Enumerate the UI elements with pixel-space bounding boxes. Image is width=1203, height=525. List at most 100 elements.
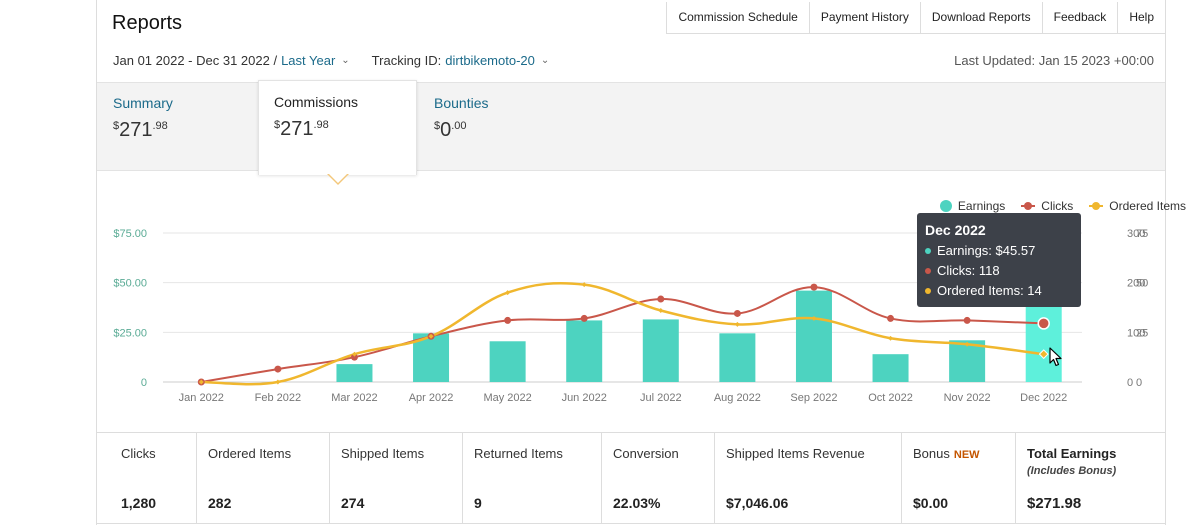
x-tick-label: Apr 2022 [409,392,454,404]
filter-row: Jan 01 2022 - Dec 31 2022 / Last Year ⌄ … [113,53,549,68]
chart-legend: Earnings Clicks Ordered Items [924,199,1186,213]
amount-cents: .98 [152,120,168,132]
earnings-bar [949,340,986,382]
tab-summary-label: Summary [113,95,173,111]
stat-shipped-revenue: Shipped Items Revenue $7,046.06 [714,433,901,523]
tooltip-earnings: Earnings: $45.57 [925,241,1073,261]
clicks-dot [925,268,931,274]
tooltip-title: Dec 2022 [925,222,986,238]
tooltip-clicks: Clicks: 118 [925,261,1073,281]
stat-value: 22.03% [613,495,661,511]
legend-clicks[interactable]: Clicks [1021,199,1073,213]
stat-ordered-items: Ordered Items 282 [196,433,329,523]
legend-earnings-label: Earnings [957,199,1006,213]
amount-whole: 271 [119,119,153,141]
clicks-point [657,295,665,303]
ordered-items-point [734,321,740,327]
stat-conversion: Conversion 22.03% [601,433,714,523]
tooltip-ordered-text: Ordered Items: 14 [937,283,1042,298]
amount-cents: .00 [451,120,467,132]
active-tab-caret [327,173,349,185]
last-updated: Last Updated: Jan 15 2023 +00:00 [954,53,1154,68]
tab-summary[interactable]: Summary $ 271 .98 [113,95,173,142]
ordered-items-point [658,308,664,313]
stat-value: 1,280 [121,495,157,511]
ordered-items-line [201,281,1044,386]
x-tick-label: Feb 2022 [255,392,301,404]
stat-value: $271.98 [1027,495,1082,512]
stat-value: 282 [208,495,232,511]
stat-label: Shipped Items Revenue [726,446,865,461]
currency-symbol: $ [434,120,441,132]
clicks-point [580,314,588,322]
y-left-tick-label: 0 [141,377,147,389]
clicks-point [887,314,895,322]
y-left-tick-label: $75.00 [113,228,147,240]
x-tick-label: Oct 2022 [868,392,913,404]
x-tick-label: Mar 2022 [331,392,377,404]
earnings-bar [642,319,679,382]
help-button[interactable]: Help [1117,2,1165,33]
summary-amount: $ 271 .98 [113,119,173,142]
clicks-point [963,316,971,324]
stat-shipped-items: Shipped Items 274 [329,433,462,523]
mouse-pointer-icon [1049,347,1062,367]
y-right2-tick-label: 50 [1136,278,1148,290]
earnings-bar [795,290,832,382]
tooltip-ordered: Ordered Items: 14 [925,281,1073,301]
stat-total-earnings: Total Earnings (Includes Bonus) $271.98 [1015,433,1165,523]
commission-schedule-button[interactable]: Commission Schedule [667,2,809,33]
feedback-button[interactable]: Feedback [1041,2,1118,33]
stats-bar: Clicks 1,280 Ordered Items 282 Shipped I… [97,432,1165,524]
stat-value: $0.00 [913,495,949,511]
tab-bounties-label: Bounties [434,95,489,111]
stat-returned-items: Returned Items 9 [462,433,601,523]
y-left-tick-label: $25.00 [113,327,147,339]
currency-symbol: $ [113,120,120,132]
legend-ordered[interactable]: Ordered Items [1089,199,1186,213]
ordered-items-point [428,333,434,339]
earnings-bar [719,333,756,382]
earnings-swatch [939,200,952,212]
clicks-point [733,309,741,317]
payment-history-button[interactable]: Payment History [808,2,920,33]
earnings-bar [566,320,603,382]
stat-label: Clicks [121,446,156,461]
x-tick-label: Aug 2022 [714,392,761,404]
date-preset-label: Last Year [281,53,336,68]
date-preset-dropdown[interactable]: Last Year ⌄ [281,53,350,68]
stat-label: Total Earnings [1027,446,1117,461]
tab-commissions[interactable]: Commissions $ 271 .98 [258,80,417,175]
x-tick-label: Jul 2022 [640,392,682,404]
legend-ordered-label: Ordered Items [1109,199,1186,213]
page-title: Reports [112,12,183,34]
amount-whole: 0 [440,119,452,141]
amount-cents: .98 [313,119,329,131]
y-left-tick-label: $50.00 [113,278,147,290]
ordered-items-point [198,379,204,385]
commissions-amount: $ 271 .98 [274,118,416,141]
ordered-items-point [964,341,970,347]
legend-clicks-label: Clicks [1041,199,1074,213]
x-tick-label: Nov 2022 [944,392,991,404]
legend-earnings[interactable]: Earnings [939,199,1006,213]
y-right2-tick-label: 25 [1136,327,1148,339]
clicks-point [1037,317,1050,330]
tooltip-earnings-text: Earnings: $45.57 [937,243,1036,258]
report-frame [96,0,1166,525]
stat-bonus: Bonus NEW $0.00 [901,433,1015,523]
clicks-point [504,316,512,324]
earnings-bar [336,364,373,382]
tracking-id-dropdown[interactable]: Tracking ID: dirtbikemoto-20 ⌄ [372,53,550,68]
ordered-swatch [1089,202,1104,210]
clicks-point [810,283,818,291]
x-tick-label: May 2022 [483,392,531,404]
download-reports-button[interactable]: Download Reports [919,2,1042,33]
top-nav: Commission Schedule Payment History Down… [666,2,1166,34]
new-badge: NEW [953,449,980,461]
y-right2-tick-label: 0 [1136,377,1142,389]
amount-whole: 271 [280,118,314,140]
ordered-items-point [888,335,894,341]
tab-bounties[interactable]: Bounties $ 0 .00 [434,95,488,142]
x-tick-label: Jun 2022 [562,392,607,404]
